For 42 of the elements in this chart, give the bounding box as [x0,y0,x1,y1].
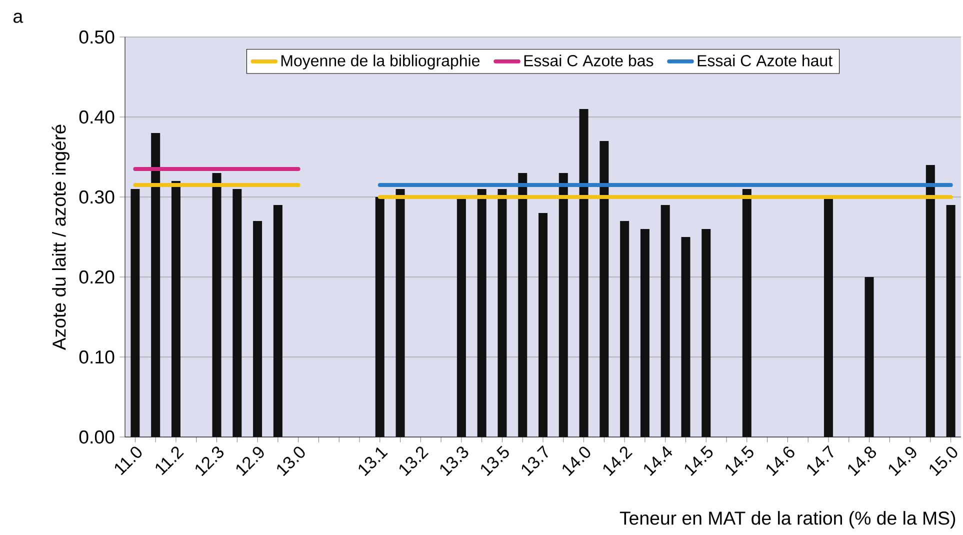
y-tick-label: 0.20 [79,270,114,284]
legend-label: Essai C Azote haut [698,54,832,66]
bar [253,221,262,437]
bar [946,205,956,437]
bar [660,205,670,437]
bar [600,141,609,437]
y-tick-label: 0.10 [79,350,114,364]
y-tick-label: 0.00 [79,430,114,444]
bar [477,189,486,437]
bar [396,189,405,437]
bar [456,197,466,437]
y-tick-label: 0.50 [79,30,114,44]
text: a [14,12,24,23]
y-tick-label: 0.30 [79,190,114,204]
bar [742,189,752,437]
y-axis-title: Azote du laitt / azote ingéré [52,124,70,350]
legend-label: Moyenne de la bibliographie [281,54,480,70]
bar [926,165,935,437]
bar [824,197,833,437]
x-tick-label: 11.0 [114,446,142,476]
bar [579,109,588,437]
legend-label: Essai C Azote bas [524,54,654,66]
bar [702,229,711,437]
bar [151,133,160,437]
bar [130,189,140,437]
y-tick-label: 0.40 [79,110,114,124]
bar [273,205,282,437]
x-axis-title: Teneur en MAT de la ration (% de la MS) [620,511,956,528]
x-tick-label: 13.1 [358,447,388,476]
bar [375,197,384,437]
bar [558,173,568,437]
bar [171,181,180,437]
bar [681,237,690,437]
bar [212,173,222,437]
bar [232,189,242,437]
x-tick-label: 11.2 [156,446,184,476]
bar [498,189,507,437]
bar [538,213,548,437]
bar [864,277,874,437]
bar [518,173,528,437]
bar [640,229,650,437]
bar [620,221,630,437]
